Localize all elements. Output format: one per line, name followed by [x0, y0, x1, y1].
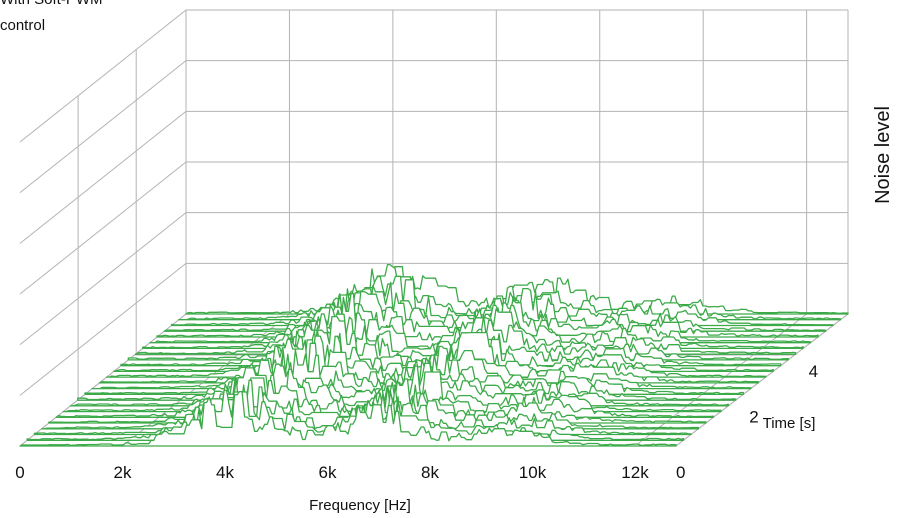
z-tick-labels: 0 2 4: [676, 362, 818, 482]
z-axis-label: Time [s]: [763, 415, 816, 432]
left-wall-diag: [19, 212, 187, 346]
z-tick-label: 2: [749, 407, 758, 426]
x-tick-label: 0: [15, 463, 24, 482]
x-tick-label: 8k: [421, 463, 439, 482]
annotation-line-2: control: [0, 17, 45, 34]
chart-grid: [19, 9, 849, 447]
y-axis-label: Noise level: [872, 106, 894, 204]
left-wall-diag: [19, 60, 187, 194]
spectrum-trace: [19, 390, 677, 447]
x-axis-label: Frequency [Hz]: [309, 497, 411, 514]
left-wall-diag: [19, 262, 187, 396]
left-wall-diag: [19, 161, 187, 295]
x-tick-label: 10k: [519, 463, 547, 482]
x-tick-label: 4k: [216, 463, 234, 482]
spectrum-traces: [19, 263, 849, 447]
x-tick-label: 12k: [621, 463, 649, 482]
z-tick-label: 4: [809, 362, 818, 381]
z-tick-label: 0: [676, 463, 685, 482]
annotation-line-1: With Soft-PWM: [0, 0, 103, 8]
x-tick-label: 6k: [319, 463, 337, 482]
x-tick-label: 2k: [114, 463, 132, 482]
floor-right-edge: [675, 313, 849, 447]
left-wall-diag: [19, 110, 187, 244]
x-tick-labels: 0 2k 4k 6k 8k 10k 12k: [15, 463, 649, 482]
left-wall-diag: [19, 9, 187, 143]
